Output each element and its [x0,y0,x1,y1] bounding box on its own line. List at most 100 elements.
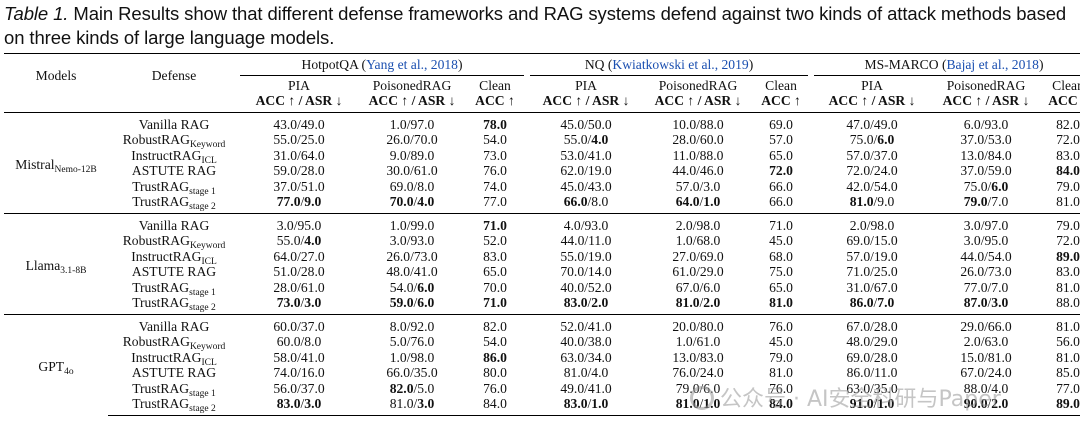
model-cell: Llama3.1-8B [4,212,108,314]
method-header-row: PIA PoisonedRAG Clean PIA PoisonedRAG Clean PI… [4,75,1080,93]
value-cell: 43.0/49.0 [240,111,358,132]
value-cell: 26.0/73.0 [386,248,438,264]
value-cell: 52.0/41.0 [530,313,643,334]
value-cell: 31.0/64.0 [273,147,325,163]
value-cell: 27.0/69.0 [672,248,724,264]
value-cell: 8.0/92.0 [358,313,466,334]
value-cell: 82.0 [466,313,525,334]
value-cell: 59.0/28.0 [273,163,325,178]
value-cell: 54.0 [483,132,507,147]
table-row: TrustRAGstage 2 83.0/3.0 81.0/3.0 84.0 83.0/… [4,396,1080,416]
value-cell: 56.0/37.0 [273,380,325,396]
value-cell: 44.0/11.0 [560,233,612,248]
method-header: Clean [1052,77,1080,93]
value-cell: 64.0/1.0 [675,194,721,209]
metric-header: ACC ↑ / ASR ↓ [828,93,916,108]
value-cell: 76.0/24.0 [672,365,724,380]
value-cell: 48.0/29.0 [846,334,898,349]
value-cell: 13.0/84.0 [960,147,1012,163]
caption-text: Main Results show that different defense… [4,3,1067,48]
method-header: PIA [288,77,310,93]
value-cell: 87.0/3.0 [963,295,1009,310]
value-cell: 45.0 [769,334,793,349]
method-header: PIA [861,77,883,93]
value-cell: 69.0 [754,111,809,132]
defense-cell: InstructRAGICL [131,349,217,368]
value-cell: 55.0/25.0 [273,132,325,147]
value-cell: 62.0/19.0 [560,163,612,178]
value-cell: 65.0 [769,147,793,163]
value-cell: 77.0/7.0 [963,279,1009,295]
citation-link[interactable]: Bajaj et al., 2018 [946,57,1039,72]
value-cell: 88.0/4.0 [963,380,1009,396]
value-cell: 60.0/8.0 [276,334,322,349]
value-cell: 82.0 [1042,111,1080,132]
table-row: TrustRAGstage 1 28.0/61.0 54.0/6.0 70.0 40.0… [4,279,1080,298]
value-cell: 91.0/1.0 [814,396,931,416]
table-row: InstructRAGICL 31.0/64.0 9.0/89.0 73.0 53.0/… [4,147,1080,166]
value-cell: 5.0/76.0 [389,334,435,349]
value-cell: 69.0/15.0 [846,233,898,248]
table-row: InstructRAGICL 64.0/27.0 26.0/73.0 83.0 55.0… [4,248,1080,267]
defense-cell: TrustRAGstage 1 [132,178,216,197]
value-cell: 72.0 [769,163,793,178]
value-cell: 51.0/28.0 [273,264,325,279]
citation-link[interactable]: Kwiatkowski et al., 2019 [612,57,749,72]
value-cell: 57.0 [769,132,793,147]
table-row: TrustRAGstage 2 73.0/3.0 59.0/6.0 71.0 83.0/… [4,295,1080,314]
value-cell: 76.0 [483,163,507,178]
value-cell: 40.0/38.0 [560,334,612,349]
value-cell: 83.0/3.0 [240,396,358,416]
value-cell: 58.0/41.0 [273,349,325,365]
value-cell: 83.0 [1056,264,1080,279]
value-cell: 54.0 [483,334,507,349]
citation-link[interactable]: Yang et al., 2018 [366,57,458,72]
value-cell: 48.0/41.0 [386,264,438,279]
value-cell: 3.0/95.0 [240,212,358,233]
value-cell: 59.0/6.0 [389,295,435,310]
defense-header: Defense [108,53,240,112]
dataset-header-row: Models Defense HotpotQA (Yang et al., 20… [4,53,1080,112]
method-header: PoisonedRAG [658,77,738,93]
caption-label: Table 1. [4,3,69,24]
value-cell: 80.0 [483,365,507,380]
value-cell: 71.0 [483,295,507,310]
defense-cell: TrustRAGstage 1 [132,279,216,298]
method-header: Clean [765,77,797,93]
value-cell: 66.0 [769,178,793,194]
defense-cell: TrustRAGstage 2 [132,194,216,212]
value-cell: 75.0/6.0 [963,178,1009,194]
metric-header: ACC ↑ [1048,93,1080,108]
value-cell: 67.0/28.0 [814,313,931,334]
value-cell: 65.0 [769,279,793,295]
value-cell: 64.0/27.0 [273,248,325,264]
value-cell: 45.0/50.0 [530,111,643,132]
value-cell: 61.0/29.0 [672,264,724,279]
models-header: Models [4,53,108,112]
defense-cell: ASTUTE RAG [131,163,217,178]
table-row: RobustRAGKeyword 55.0/25.0 26.0/70.0 54.0 55… [4,132,1080,150]
model-cell: MistralNemo-12B [4,111,108,213]
value-cell: 78.0 [466,111,525,132]
table-caption: Table 1. Main Results show that differen… [4,2,1078,50]
value-cell: 65.0 [483,264,507,279]
value-cell: 28.0/60.0 [672,132,724,147]
value-cell: 40.0/52.0 [560,279,612,295]
value-cell: 63.0/34.0 [560,349,612,365]
value-cell: 90.0/2.0 [930,396,1043,416]
value-cell: 3.0/93.0 [389,233,435,248]
value-cell: 71.0 [466,212,525,233]
value-cell: 1.0/61.0 [675,334,721,349]
defense-cell: RobustRAGKeyword [122,132,226,150]
value-cell: 77.0 [483,194,507,209]
metric-header: ACC ↑ [761,93,801,108]
metric-header: ACC ↑ / ASR ↓ [255,93,343,108]
value-cell: 28.0/61.0 [273,279,325,295]
value-cell: 53.0/41.0 [560,147,612,163]
value-cell: 66.0 [769,194,793,209]
value-cell: 3.0/97.0 [930,212,1043,233]
value-cell: 42.0/54.0 [846,178,898,194]
value-cell: 81.0/4.0 [563,365,609,380]
value-cell: 86.0/7.0 [849,295,895,310]
value-cell: 15.0/81.0 [960,349,1012,365]
